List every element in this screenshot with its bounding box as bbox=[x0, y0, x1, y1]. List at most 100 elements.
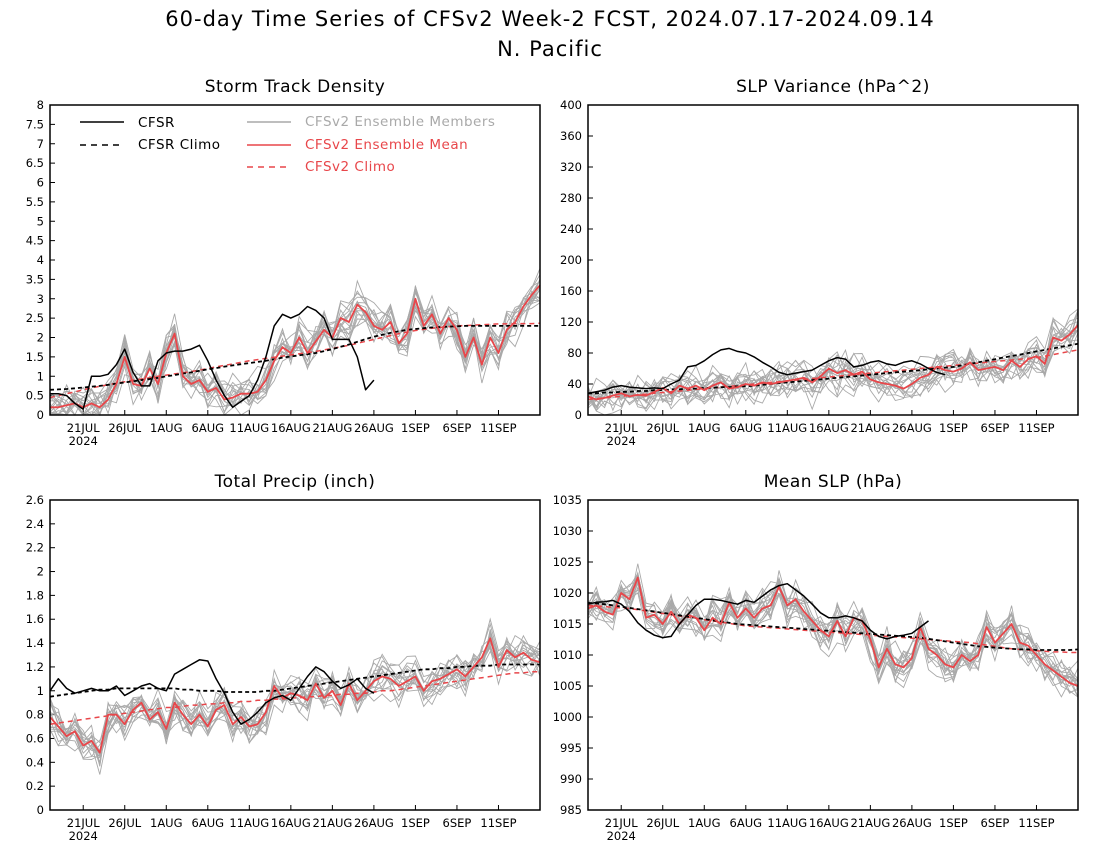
panel-mean-slp: Mean SLP (hPa) 985 990 995 1000 1005 1010 1015 1… bbox=[553, 472, 1079, 843]
y-tick-label: 1005 bbox=[553, 679, 582, 693]
x-tick-label: 6AUG bbox=[192, 816, 225, 830]
x-tick-label: 26AUG bbox=[354, 421, 394, 435]
x-tick-label: 26JUL bbox=[646, 421, 679, 435]
series-line-ensemble-member bbox=[587, 572, 1079, 693]
x-tick-label: 1SEP bbox=[401, 816, 430, 830]
y-tick-label: 1020 bbox=[553, 586, 582, 600]
x-tick-label: 26JUL bbox=[108, 421, 141, 435]
y-tick-label: 985 bbox=[560, 803, 582, 817]
y-tick-label: 1.5 bbox=[26, 350, 44, 364]
x-year-label: 2024 bbox=[69, 434, 98, 448]
x-tick-label: 6SEP bbox=[981, 421, 1010, 435]
x-tick-label: 16AUG bbox=[271, 421, 311, 435]
y-tick-label: 1000 bbox=[553, 710, 582, 724]
series-line-ensemble-member bbox=[587, 577, 1079, 684]
panel-title: Mean SLP (hPa) bbox=[764, 472, 903, 492]
x-tick-label: 16AUG bbox=[809, 816, 849, 830]
y-tick-label: 0.4 bbox=[26, 755, 44, 769]
y-tick-label: 3.5 bbox=[26, 272, 44, 286]
x-tick-label: 1AUG bbox=[150, 421, 183, 435]
y-tick-label: 0.5 bbox=[26, 389, 44, 403]
y-tick-label: 4 bbox=[37, 253, 44, 267]
panel-title: SLP Variance (hPa^2) bbox=[736, 77, 930, 97]
y-tick-label: 8 bbox=[37, 98, 44, 112]
series-line-ensemble-member bbox=[49, 642, 541, 751]
x-tick-label: 6SEP bbox=[443, 421, 472, 435]
panel-title: Total Precip (inch) bbox=[214, 472, 376, 492]
series-line-cfsr bbox=[49, 659, 375, 725]
y-tick-label: 40 bbox=[567, 377, 582, 391]
x-tick-label: 21AUG bbox=[850, 816, 890, 830]
y-tick-label: 7.5 bbox=[26, 117, 44, 131]
legend-cfsv2-climo-label: CFSv2 Climo bbox=[305, 159, 395, 175]
series-line-ensemble-member bbox=[587, 563, 1079, 698]
y-tick-label: 0.8 bbox=[26, 708, 44, 722]
y-tick-label: 4.5 bbox=[26, 234, 44, 248]
series-line-cfsr bbox=[587, 582, 929, 640]
x-tick-label: 26AUG bbox=[354, 816, 394, 830]
series-line-ensemble-member bbox=[49, 636, 541, 766]
y-tick-label: 280 bbox=[560, 191, 582, 205]
y-tick-label: 0.6 bbox=[26, 731, 44, 745]
y-tick-label: 1025 bbox=[553, 555, 582, 569]
y-tick-label: 5.5 bbox=[26, 195, 44, 209]
x-year-label: 2024 bbox=[607, 829, 636, 843]
y-tick-label: 1 bbox=[37, 369, 44, 383]
series-line-ensemble-member bbox=[587, 581, 1079, 687]
figure-title-line1: 60-day Time Series of CFSv2 Week-2 FCST,… bbox=[165, 7, 934, 31]
y-tick-label: 6 bbox=[37, 176, 44, 190]
series-line-ensemble-member bbox=[587, 573, 1079, 698]
panel-slp-variance: SLP Variance (hPa^2) 0 40 80 120 160 200 240 280… bbox=[560, 77, 1079, 448]
series-line-cfsv2-ensemble-mean bbox=[587, 324, 1079, 401]
series-line-ensemble-member bbox=[49, 640, 541, 760]
y-tick-label: 360 bbox=[560, 129, 582, 143]
plot-frame bbox=[49, 499, 541, 811]
y-tick-label: 1010 bbox=[553, 648, 582, 662]
legend-cfsr-climo-label: CFSR Climo bbox=[138, 137, 221, 153]
y-tick-label: 6.5 bbox=[26, 156, 44, 170]
y-tick-label: 400 bbox=[560, 98, 582, 112]
x-tick-label: 1SEP bbox=[939, 816, 968, 830]
x-year-label: 2024 bbox=[607, 434, 636, 448]
y-tick-label: 3 bbox=[37, 292, 44, 306]
x-tick-label: 11SEP bbox=[480, 421, 516, 435]
series-line-ensemble-member bbox=[587, 325, 1079, 412]
series-line-ensemble-member bbox=[49, 279, 541, 416]
x-tick-label: 21JUL bbox=[67, 816, 100, 830]
y-tick-label: 990 bbox=[560, 772, 582, 786]
x-year-label: 2024 bbox=[69, 829, 98, 843]
y-tick-label: 120 bbox=[560, 315, 582, 329]
y-tick-label: 80 bbox=[567, 346, 582, 360]
series-line-ensemble-member bbox=[49, 648, 541, 760]
y-tick-label: 7 bbox=[37, 137, 44, 151]
y-tick-label: 1015 bbox=[553, 617, 582, 631]
x-tick-label: 26JUL bbox=[646, 816, 679, 830]
x-tick-label: 6AUG bbox=[192, 421, 225, 435]
y-tick-label: 0 bbox=[575, 408, 582, 422]
y-tick-label: 1.6 bbox=[26, 612, 44, 626]
y-tick-label: 995 bbox=[560, 741, 582, 755]
y-tick-label: 2.2 bbox=[26, 541, 44, 555]
legend-cfsr-label: CFSR bbox=[138, 115, 175, 131]
x-tick-label: 6AUG bbox=[730, 816, 763, 830]
plot-frame bbox=[587, 104, 1079, 416]
y-tick-label: 2 bbox=[37, 565, 44, 579]
x-tick-label: 11AUG bbox=[767, 421, 807, 435]
series-line-ensemble-member bbox=[587, 327, 1079, 406]
series-line-cfsv2-ensemble-mean bbox=[50, 284, 541, 409]
series-line-ensemble-member bbox=[587, 326, 1079, 410]
y-tick-label: 0 bbox=[37, 408, 44, 422]
y-tick-label: 0 bbox=[37, 803, 44, 817]
x-tick-label: 6SEP bbox=[981, 816, 1010, 830]
plot-frame bbox=[49, 104, 541, 416]
panel-title: Storm Track Density bbox=[205, 77, 386, 97]
x-tick-label: 1SEP bbox=[401, 421, 430, 435]
x-tick-label: 11AUG bbox=[767, 816, 807, 830]
y-tick-label: 1030 bbox=[553, 524, 582, 538]
plot-frame bbox=[587, 499, 1079, 811]
x-tick-label: 26AUG bbox=[892, 816, 932, 830]
x-tick-label: 16AUG bbox=[271, 816, 311, 830]
x-tick-label: 26AUG bbox=[892, 421, 932, 435]
x-tick-label: 11AUG bbox=[229, 421, 269, 435]
